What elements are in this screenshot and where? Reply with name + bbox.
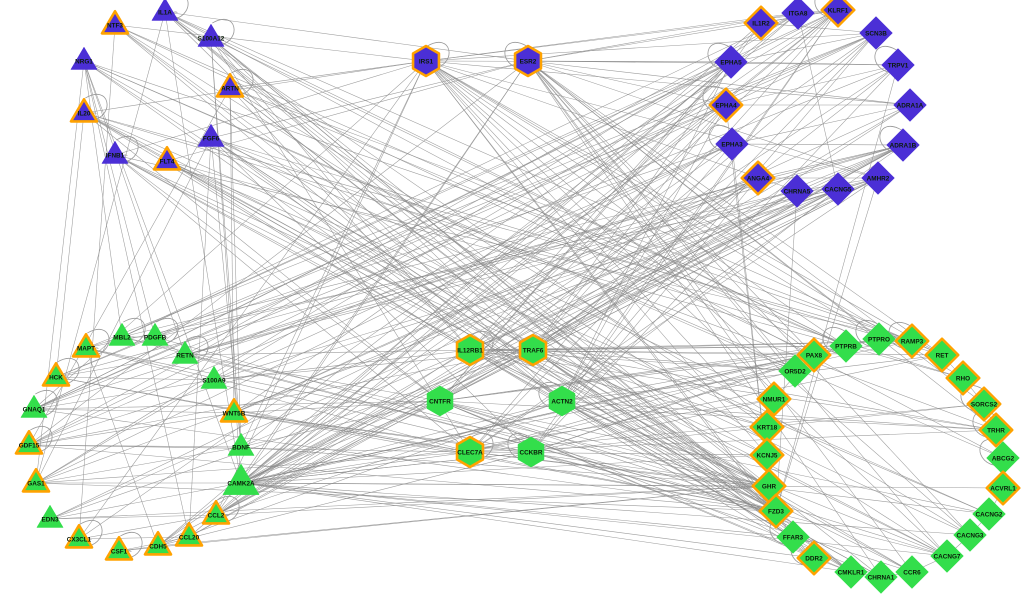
svg-text:CCL2: CCL2 <box>208 513 225 520</box>
svg-text:NMUR1: NMUR1 <box>763 397 786 404</box>
svg-text:CACNG5: CACNG5 <box>825 187 852 194</box>
svg-text:ANGA4: ANGA4 <box>747 176 770 183</box>
svg-text:NRG1: NRG1 <box>75 59 93 66</box>
svg-text:MBL2: MBL2 <box>113 335 131 342</box>
svg-text:TRHR: TRHR <box>987 428 1005 435</box>
svg-text:NTF3: NTF3 <box>107 23 123 30</box>
svg-text:CCKBR: CCKBR <box>519 450 542 457</box>
svg-text:TRAF6: TRAF6 <box>523 348 544 355</box>
svg-text:S100A12: S100A12 <box>198 36 225 43</box>
svg-text:ADRA1A: ADRA1A <box>897 103 924 110</box>
svg-text:ARTN: ARTN <box>221 86 239 93</box>
svg-text:EDN3: EDN3 <box>41 517 58 524</box>
svg-text:SCN3B: SCN3B <box>865 31 887 38</box>
svg-text:CHRNA5: CHRNA5 <box>784 189 811 196</box>
svg-text:ESR2: ESR2 <box>520 59 537 66</box>
svg-text:GNAQ1: GNAQ1 <box>23 407 46 414</box>
svg-text:CACNG2: CACNG2 <box>976 512 1003 519</box>
svg-text:WNT5B: WNT5B <box>223 411 246 418</box>
svg-text:EPHA3: EPHA3 <box>721 142 743 149</box>
svg-text:DDR2: DDR2 <box>805 556 823 563</box>
svg-text:CNTFR: CNTFR <box>429 399 451 406</box>
svg-text:EPHA4: EPHA4 <box>715 103 737 110</box>
svg-text:GHR: GHR <box>762 484 777 491</box>
svg-text:IL12RB1: IL12RB1 <box>457 348 483 355</box>
svg-text:IRS1: IRS1 <box>419 59 434 66</box>
svg-text:ADRA1B: ADRA1B <box>890 143 917 150</box>
svg-text:PTPRO: PTPRO <box>868 337 890 344</box>
svg-text:KLRF1: KLRF1 <box>828 8 849 15</box>
svg-text:RAMP3: RAMP3 <box>901 339 924 346</box>
svg-text:FFAR3: FFAR3 <box>783 535 804 542</box>
svg-text:CCL20: CCL20 <box>179 535 200 542</box>
svg-text:CCR6: CCR6 <box>903 570 921 577</box>
svg-text:S100A9: S100A9 <box>202 378 226 385</box>
svg-text:PDGFB: PDGFB <box>144 335 167 342</box>
svg-text:MAPT: MAPT <box>77 346 95 353</box>
svg-text:GAS1: GAS1 <box>27 481 45 488</box>
svg-text:CAMK2A: CAMK2A <box>227 481 255 488</box>
svg-text:EPHA5: EPHA5 <box>720 60 742 67</box>
svg-text:GDF15: GDF15 <box>19 443 40 450</box>
svg-text:AMHR2: AMHR2 <box>867 176 890 183</box>
svg-text:CLEC7A: CLEC7A <box>457 450 483 457</box>
svg-text:SORCS2: SORCS2 <box>971 402 998 409</box>
svg-text:FGF6: FGF6 <box>203 136 220 143</box>
svg-text:FLT4: FLT4 <box>160 159 175 166</box>
svg-text:CHRNA1: CHRNA1 <box>868 575 895 582</box>
svg-text:CSF1: CSF1 <box>111 549 128 556</box>
svg-text:ACVRL1: ACVRL1 <box>990 486 1016 493</box>
svg-text:CDH5: CDH5 <box>149 544 167 551</box>
svg-text:BDNF: BDNF <box>232 445 250 452</box>
svg-text:CACNG3: CACNG3 <box>957 533 984 540</box>
svg-text:KCNJ5: KCNJ5 <box>757 453 778 460</box>
svg-text:ABCG2: ABCG2 <box>992 456 1015 463</box>
svg-text:IL1A: IL1A <box>158 10 172 17</box>
svg-text:TRPV1: TRPV1 <box>888 63 909 70</box>
svg-text:IL20: IL20 <box>78 111 91 118</box>
svg-text:HCK: HCK <box>49 375 63 382</box>
svg-text:KRT18: KRT18 <box>757 425 778 432</box>
svg-text:CACNG7: CACNG7 <box>934 554 961 561</box>
svg-text:PAX8: PAX8 <box>806 353 823 360</box>
svg-text:PTPRB: PTPRB <box>835 344 857 351</box>
svg-text:RET: RET <box>936 353 949 360</box>
svg-text:CMKLR1: CMKLR1 <box>838 570 865 577</box>
svg-text:OR5D2: OR5D2 <box>784 369 806 376</box>
svg-text:RETN: RETN <box>176 353 194 360</box>
svg-text:ITGA8: ITGA8 <box>789 11 808 18</box>
svg-text:ACTN2: ACTN2 <box>551 399 573 406</box>
svg-text:CX3CL1: CX3CL1 <box>67 537 92 544</box>
svg-text:RHO: RHO <box>956 376 970 383</box>
svg-text:IL1R2: IL1R2 <box>752 21 770 28</box>
svg-text:IFNB1: IFNB1 <box>106 153 125 160</box>
svg-text:FZD3: FZD3 <box>768 509 784 516</box>
